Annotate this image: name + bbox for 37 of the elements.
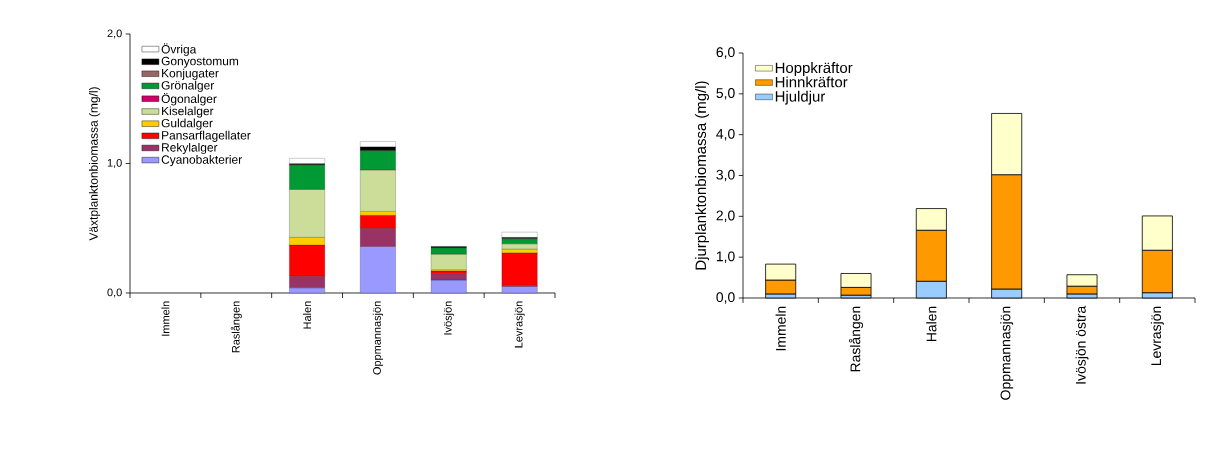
x-tick-label: Levrasjön (1150, 306, 1164, 366)
y-tick-label: 2,0 (716, 210, 735, 223)
legend-label: Rekylalger (162, 142, 218, 155)
y-tick-label: 6,0 (716, 47, 735, 59)
legend-label: Pansarflagellater (162, 130, 251, 142)
x-tick-label: Levrasjön (514, 301, 525, 348)
x-tick-label: Raslången (848, 306, 864, 372)
y-tick-label: 0,0 (107, 288, 122, 298)
y-tick-label: 1,0 (716, 251, 735, 263)
legend-label: Kiselalger (162, 106, 214, 118)
legend-label: Grönalger (161, 80, 215, 92)
legend-label: Hjuldjur (775, 90, 826, 105)
legend-label: Hinnkräftor (775, 76, 848, 88)
y-tick-label: 0,0 (716, 292, 735, 304)
y-tick-label: 3,0 (716, 169, 735, 182)
legend-label: Cyanobakterier (161, 155, 242, 167)
legend-label: Gonyostomum (161, 56, 239, 68)
x-tick-label: Ivösjön östra (1075, 305, 1089, 384)
y-axis-title: Växtplanktonbiomassa (mg/l) (89, 87, 101, 241)
y-axis-title: Djurplanktonbiomassa (mg/l) (695, 81, 709, 270)
y-tick-label: 1,0 (107, 158, 122, 169)
x-tick-label: Immeln (161, 301, 170, 336)
x-tick-label: Halen (303, 301, 312, 329)
x-tick-label: Oppmannasjön (1000, 306, 1014, 400)
legend-label: Hoppkräftor (775, 62, 853, 77)
y-tick-label: 4,0 (716, 128, 735, 141)
legend-label: Övriga (161, 43, 197, 56)
x-tick-label: Immeln (775, 306, 786, 351)
x-tick-label: Oppmannasjön (372, 301, 384, 375)
x-tick-label: Ivösjön (443, 301, 454, 335)
x-tick-label: Raslången (230, 301, 242, 353)
legend-label: Guldalger (161, 118, 213, 130)
x-tick-label: Halen (926, 306, 937, 342)
legend-label: Ögonalger (161, 92, 217, 106)
y-tick-label: 5,0 (716, 88, 735, 100)
y-tick-label: 2,0 (107, 29, 122, 39)
legend-label: Konjugater (162, 68, 219, 80)
